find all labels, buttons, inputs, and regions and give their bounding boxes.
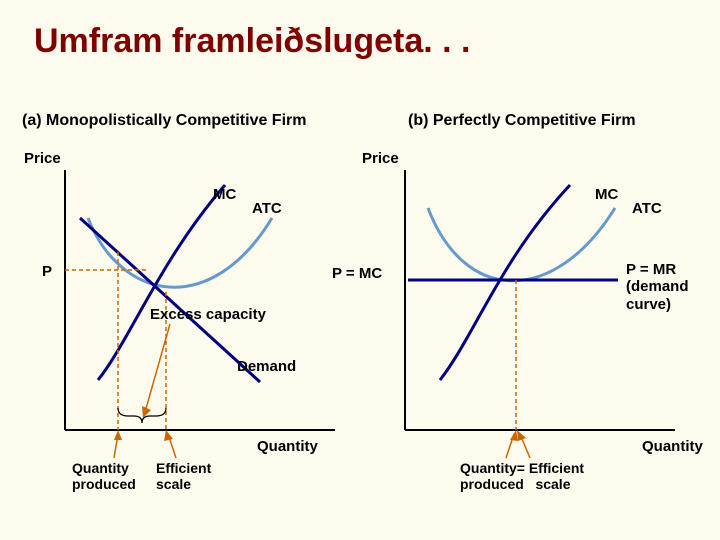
- panel-a-brace: [118, 408, 166, 423]
- panel-a-price-label: Price: [24, 150, 61, 167]
- panel-a-qeff-label: Efficient scale: [156, 460, 211, 492]
- panel-a-demand-label: Demand: [237, 358, 296, 375]
- panel-b-q-label: Quantity= Efficient produced scale: [460, 460, 584, 492]
- panel-a-excess-label: Excess capacity: [150, 306, 266, 323]
- panel-a-arrowhead-qeff: [164, 430, 173, 441]
- panel-a-demand-line: [80, 218, 260, 382]
- panel-b-atc-label: ATC: [632, 200, 662, 217]
- panel-b-p-eq-mc-label: P = MC: [332, 265, 382, 282]
- panel-b-demand-label: P = MR (demand curve): [626, 261, 689, 313]
- panel-a-mc-curve: [98, 185, 225, 380]
- panel-a-arrowhead-qprod: [114, 430, 122, 440]
- panel-a-qprod-label: Quantity produced: [72, 460, 136, 492]
- panel-a-atc-curve: [88, 218, 272, 287]
- panel-a-mc-label: MC: [213, 186, 236, 203]
- panel-a-p-label: P: [42, 263, 52, 280]
- panel-b-price-label: Price: [362, 150, 399, 167]
- panel-b-mc-label: MC: [595, 186, 618, 203]
- panel-b-arrowhead-left: [510, 430, 518, 441]
- panel-b-arrowhead-right: [517, 430, 526, 441]
- panel-a-quantity-label: Quantity: [257, 438, 318, 455]
- panel-a-atc-label: ATC: [252, 200, 282, 217]
- panel-b-quantity-label: Quantity: [642, 438, 703, 455]
- panel-b-mc-curve: [440, 185, 570, 380]
